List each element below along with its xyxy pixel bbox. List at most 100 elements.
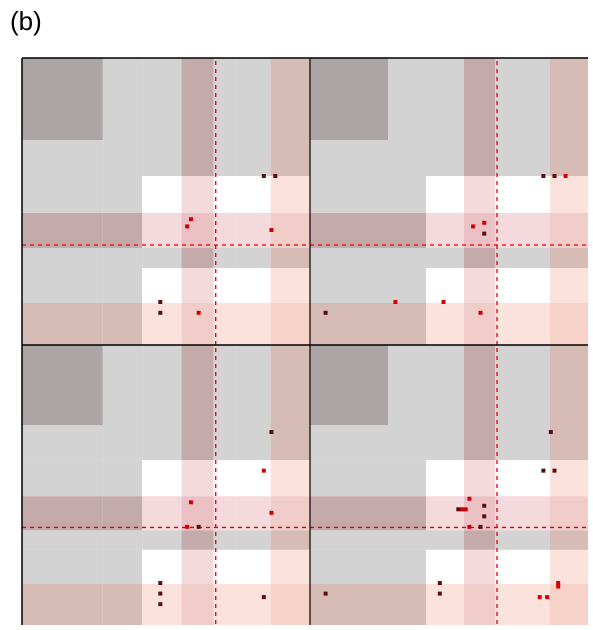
band-cell bbox=[142, 460, 182, 497]
band-cell bbox=[426, 248, 464, 268]
band-cell bbox=[142, 345, 182, 425]
band-cell bbox=[102, 140, 143, 176]
data-point bbox=[188, 217, 193, 222]
band-cell bbox=[464, 345, 495, 425]
band-cell bbox=[142, 425, 182, 461]
band-cell bbox=[464, 176, 495, 213]
band-cell bbox=[464, 248, 495, 268]
band-cell bbox=[388, 140, 426, 176]
band-cell bbox=[181, 176, 214, 213]
band-cell bbox=[550, 345, 588, 425]
band-cell bbox=[426, 176, 464, 213]
band-cell bbox=[142, 530, 182, 550]
data-point bbox=[482, 503, 487, 508]
band-cell bbox=[310, 176, 388, 213]
band-cell bbox=[235, 58, 271, 140]
data-point bbox=[545, 595, 550, 600]
band-cell bbox=[213, 584, 236, 625]
band-cell bbox=[181, 425, 214, 461]
band-cell bbox=[310, 248, 388, 268]
band-cell bbox=[181, 268, 214, 303]
band-cell bbox=[426, 460, 464, 497]
band-cell bbox=[102, 584, 143, 625]
data-point bbox=[323, 591, 328, 596]
band-cell bbox=[495, 345, 516, 425]
data-point bbox=[437, 591, 442, 596]
band-cell bbox=[388, 213, 426, 248]
band-cell bbox=[142, 303, 182, 345]
band-cell bbox=[235, 176, 271, 213]
band-cell bbox=[310, 58, 388, 140]
data-point bbox=[269, 228, 274, 232]
band-cell bbox=[213, 549, 236, 585]
band-cell bbox=[213, 58, 236, 140]
band-cell bbox=[516, 549, 550, 585]
band-cell bbox=[213, 140, 236, 176]
band-cell bbox=[22, 176, 103, 213]
band-cell bbox=[388, 460, 426, 497]
band-cell bbox=[550, 425, 588, 461]
data-point bbox=[261, 595, 266, 600]
data-point bbox=[552, 468, 557, 473]
band-cell bbox=[426, 345, 464, 425]
band-cell bbox=[235, 425, 271, 461]
band-cell bbox=[181, 303, 214, 345]
band-cell bbox=[495, 303, 516, 345]
band-cell bbox=[142, 496, 182, 531]
data-point bbox=[185, 524, 190, 529]
data-point bbox=[482, 220, 487, 225]
data-point bbox=[556, 584, 561, 589]
data-point bbox=[541, 468, 546, 473]
band-cell bbox=[550, 584, 588, 625]
band-cell bbox=[270, 345, 310, 425]
band-cell bbox=[495, 496, 516, 531]
band-cell bbox=[181, 496, 214, 531]
band-cell bbox=[464, 58, 495, 140]
data-point bbox=[471, 224, 476, 229]
band-cell bbox=[495, 268, 516, 303]
band-cell bbox=[388, 58, 426, 140]
band-cell bbox=[426, 140, 464, 176]
band-cell bbox=[310, 268, 388, 303]
band-cell bbox=[388, 176, 426, 213]
band-cell bbox=[235, 213, 271, 248]
band-cell bbox=[213, 248, 236, 268]
data-point bbox=[158, 602, 163, 607]
data-point bbox=[261, 174, 266, 178]
band-cell bbox=[516, 248, 550, 268]
band-cell bbox=[235, 584, 271, 625]
data-point bbox=[269, 430, 274, 435]
band-cell bbox=[516, 140, 550, 176]
band-cell bbox=[495, 584, 516, 625]
band-cell bbox=[495, 549, 516, 585]
band-cell bbox=[550, 248, 588, 268]
data-point bbox=[269, 510, 274, 515]
band-cell bbox=[310, 303, 388, 345]
data-point bbox=[437, 581, 442, 586]
band-cell bbox=[102, 248, 143, 268]
band-cell bbox=[213, 496, 236, 531]
band-cell bbox=[102, 176, 143, 213]
band-cell bbox=[142, 176, 182, 213]
band-cell bbox=[495, 58, 516, 140]
band-cell bbox=[181, 345, 214, 425]
band-cell bbox=[22, 530, 103, 550]
band-cell bbox=[550, 496, 588, 531]
band-cell bbox=[464, 460, 495, 497]
data-point bbox=[158, 591, 163, 596]
band-cell bbox=[142, 58, 182, 140]
band-cell bbox=[388, 425, 426, 461]
band-cell bbox=[270, 496, 310, 531]
band-cell bbox=[550, 303, 588, 345]
band-cell bbox=[181, 460, 214, 497]
data-point bbox=[563, 174, 568, 178]
band-cell bbox=[464, 530, 495, 550]
band-cell bbox=[495, 248, 516, 268]
band-cell bbox=[213, 176, 236, 213]
band-cell bbox=[550, 549, 588, 585]
band-cell bbox=[388, 268, 426, 303]
band-cell bbox=[22, 496, 103, 531]
data-point bbox=[541, 174, 546, 178]
data-point bbox=[548, 430, 553, 435]
band-cell bbox=[516, 303, 550, 345]
